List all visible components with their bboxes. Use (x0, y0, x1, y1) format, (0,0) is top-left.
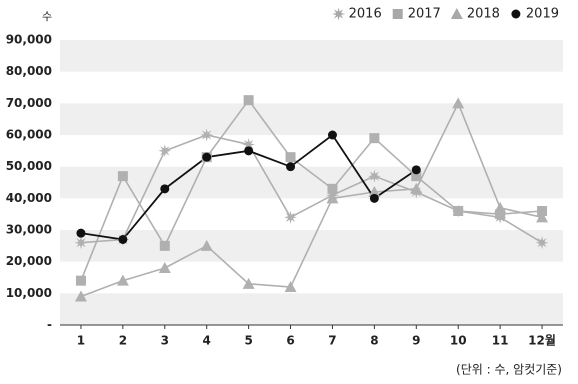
data-point (286, 162, 296, 172)
data-point (74, 290, 87, 302)
grid-band (60, 103, 563, 135)
data-point (536, 211, 549, 223)
legend-marker (450, 8, 463, 19)
data-point (243, 95, 254, 106)
y-tick-label: 90,000 (6, 33, 52, 47)
data-point (116, 274, 129, 286)
y-tick-label: 10,000 (6, 286, 52, 300)
data-point (76, 228, 86, 238)
data-point (410, 182, 423, 194)
y-tick-label: 80,000 (6, 64, 52, 78)
x-tick-label: 8 (370, 334, 378, 348)
series-line (80, 98, 543, 281)
y-tick-label: 50,000 (6, 159, 52, 173)
data-point (75, 275, 86, 286)
y-tick-label: 20,000 (6, 254, 52, 268)
grid-band (60, 40, 563, 72)
data-point (158, 144, 172, 158)
legend-label: 2016 (349, 7, 382, 22)
x-tick-label: 3 (161, 334, 169, 348)
x-tick-label: 7 (328, 334, 336, 348)
grid-band (60, 166, 563, 199)
legend-label: 2019 (526, 7, 559, 22)
data-point (242, 277, 255, 289)
legend-marker (392, 9, 403, 19)
data-point (453, 206, 464, 216)
x-tick-label: 1 (77, 334, 85, 348)
data-point (494, 201, 507, 213)
data-point (160, 184, 170, 194)
x-tick-label: 10 (450, 334, 467, 348)
data-point (411, 165, 421, 175)
series-line (80, 101, 543, 298)
y-tick-label: 60,000 (6, 128, 52, 142)
data-point (411, 171, 422, 182)
data-point (369, 133, 380, 144)
legend-label: 2017 (408, 7, 441, 22)
data-point (117, 171, 128, 182)
note: (단위 : 수, 암컷기준) (456, 363, 562, 377)
data-point (285, 152, 296, 163)
data-point (202, 152, 212, 162)
x-tick-label: 6 (286, 334, 294, 348)
data-point (200, 128, 214, 142)
y-tick-label: 70,000 (6, 96, 52, 110)
y-tick-label: 40,000 (6, 191, 52, 205)
data-point (118, 235, 128, 244)
x-tick-label: 2 (119, 334, 127, 348)
data-point (244, 146, 254, 156)
y-tick-label: - (47, 318, 52, 332)
data-point (369, 193, 379, 203)
grid-band (60, 293, 563, 325)
data-point (284, 281, 297, 292)
data-point (326, 192, 339, 204)
data-point (284, 210, 297, 224)
legend-marker (511, 9, 521, 19)
data-point (74, 236, 88, 250)
x-tick-label: 11 (492, 334, 509, 348)
data-point (158, 262, 171, 273)
y-axis-unit: 수 (42, 10, 52, 23)
data-point (327, 130, 337, 140)
grid-band (60, 230, 563, 262)
data-point (200, 239, 213, 251)
data-point (535, 236, 549, 250)
data-point (159, 240, 170, 251)
x-tick-label: 12월 (528, 333, 556, 348)
data-point (367, 169, 381, 183)
data-point (537, 206, 548, 216)
x-tick-label: 5 (244, 334, 252, 348)
data-point (368, 186, 381, 197)
legend-label: 2018 (467, 7, 500, 22)
data-point (327, 183, 338, 194)
x-tick-label: 4 (203, 334, 211, 348)
data-point (452, 97, 465, 109)
x-tick-label: 9 (412, 334, 420, 348)
data-point (495, 209, 506, 220)
legend-marker (332, 7, 346, 21)
y-tick-label: 30,000 (6, 223, 52, 237)
